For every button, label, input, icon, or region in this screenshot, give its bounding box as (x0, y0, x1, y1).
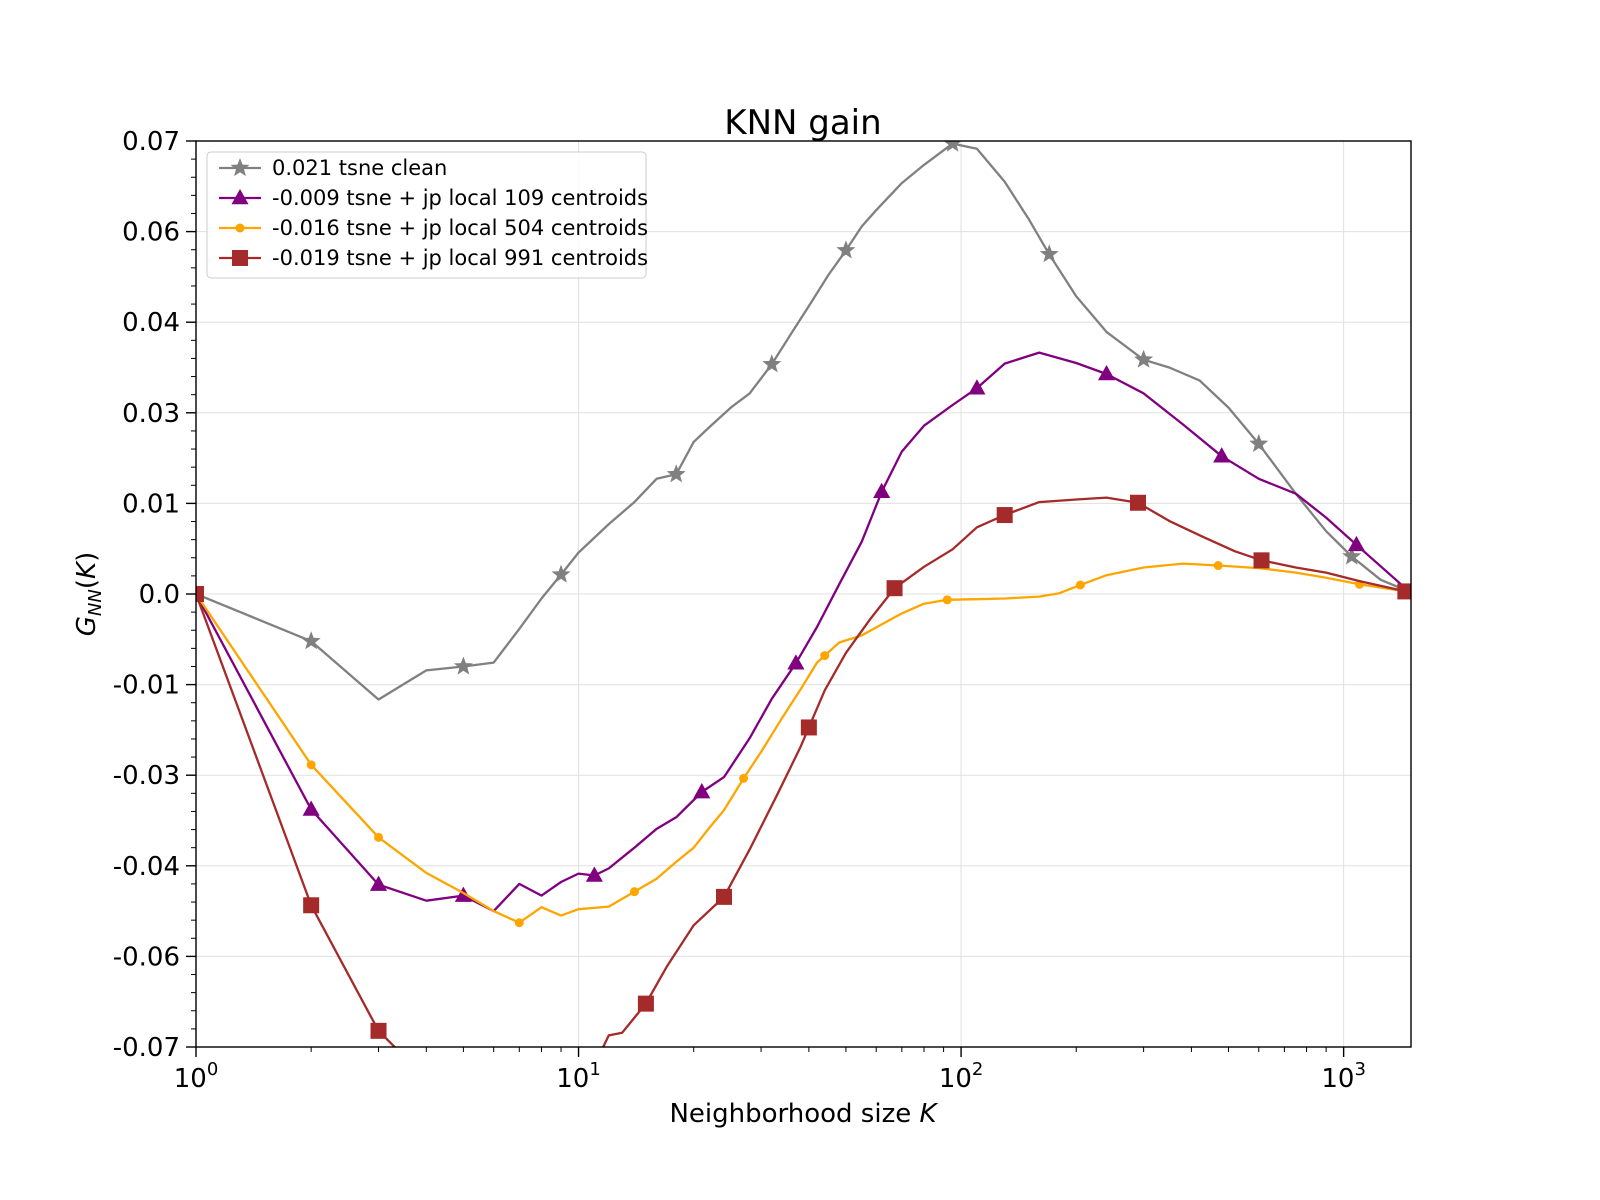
data-point-square (996, 507, 1013, 524)
legend-entry: 0.021 tsne clean (219, 156, 447, 180)
data-point-square (886, 580, 903, 597)
data-point-star (943, 141, 962, 152)
series-1 (196, 351, 1407, 913)
y-tick-label: 0.03 (122, 399, 180, 429)
y-tick-label: -0.06 (113, 942, 180, 972)
data-point-square (800, 719, 817, 736)
data-point-circle (942, 595, 952, 605)
data-point-star (1342, 546, 1362, 565)
series-line (196, 351, 1407, 913)
data-point-circle (739, 773, 749, 783)
legend-entry: -0.009 tsne + jp local 109 centroids (219, 186, 648, 210)
y-axis-title: GNN(K) (72, 552, 106, 636)
data-point-triangle (787, 654, 805, 670)
data-point-triangle (1347, 535, 1365, 552)
data-point-circle (820, 651, 830, 661)
y-tick-label: 0.07 (122, 127, 180, 157)
data-point-circle (629, 887, 639, 897)
chart-title: KNN gain (724, 103, 881, 143)
data-point-triangle (585, 866, 603, 882)
y-tick-label: 0.04 (122, 308, 180, 338)
data-point-square (511, 1080, 527, 1096)
axes: -0.07 -0.06 -0.04 -0.03 -0.01 0.0 0.01 0.03 0.04… (113, 127, 1366, 1094)
series-0 (196, 141, 1406, 701)
data-point-square (196, 586, 204, 602)
data-point-circle (1075, 580, 1085, 590)
data-point-star (1249, 433, 1269, 452)
data-point-triangle (302, 800, 320, 816)
legend: 0.021 tsne clean -0.009 tsne + jp local 1… (206, 151, 648, 279)
legend-box (206, 151, 647, 279)
data-point-square (232, 250, 248, 266)
data-point-triangle (873, 482, 891, 499)
x-tick-label: 101 (556, 1059, 601, 1094)
series-layer (196, 141, 1411, 1096)
legend-label: -0.009 tsne + jp local 109 centroids (272, 186, 648, 210)
data-point-star (301, 631, 321, 650)
y-tick-label: -0.01 (113, 671, 180, 701)
y-tick-label: 0.01 (122, 489, 180, 519)
data-point-triangle (231, 189, 249, 205)
series-3 (196, 494, 1411, 1096)
series-line (196, 142, 1406, 701)
data-point-star (1039, 244, 1059, 263)
series-line (196, 496, 1406, 1047)
x-tick-label: 103 (1321, 1059, 1366, 1094)
y-tick-label: 0.06 (122, 218, 180, 248)
legend-entry: -0.019 tsne + jp local 991 centroids (219, 246, 648, 270)
series-2 (196, 561, 1406, 928)
data-point-triangle (369, 875, 388, 891)
x-tick-label: 102 (939, 1059, 984, 1094)
data-point-square (1129, 494, 1146, 511)
data-point-circle (514, 918, 524, 928)
data-point-star (666, 464, 686, 483)
y-tick-label: -0.04 (113, 852, 180, 882)
series-line (196, 562, 1406, 924)
data-point-star (836, 240, 856, 259)
data-point-triangle (693, 783, 711, 799)
legend-label: -0.016 tsne + jp local 504 centroids (272, 216, 648, 240)
data-point-triangle (1097, 364, 1116, 381)
x-axis-title: Neighborhood size K (669, 1099, 938, 1129)
data-point-square (715, 888, 732, 905)
y-tick-label: 0.0 (139, 580, 180, 610)
data-point-square (637, 995, 654, 1012)
data-point-star (762, 354, 782, 373)
data-point-circle (306, 760, 316, 770)
data-point-star (453, 656, 473, 675)
data-point-star (230, 158, 250, 177)
data-point-star (1134, 349, 1154, 368)
data-point-triangle (1213, 447, 1231, 463)
data-point-square (1253, 552, 1270, 569)
x-tick-label: 100 (174, 1059, 219, 1094)
data-point-circle (374, 832, 384, 842)
data-point-square (303, 897, 320, 914)
data-point-star (551, 564, 571, 583)
legend-label: -0.019 tsne + jp local 991 centroids (272, 246, 648, 270)
legend-entry: -0.016 tsne + jp local 504 centroids (219, 216, 648, 240)
data-point-square (1397, 583, 1411, 600)
y-tick-label: -0.03 (113, 761, 180, 791)
data-point-circle (235, 223, 245, 233)
data-point-circle (1213, 561, 1223, 571)
y-tick-label: -0.07 (113, 1033, 180, 1063)
legend-label: 0.021 tsne clean (272, 156, 447, 180)
data-point-square (370, 1022, 387, 1039)
data-point-triangle (968, 379, 986, 395)
